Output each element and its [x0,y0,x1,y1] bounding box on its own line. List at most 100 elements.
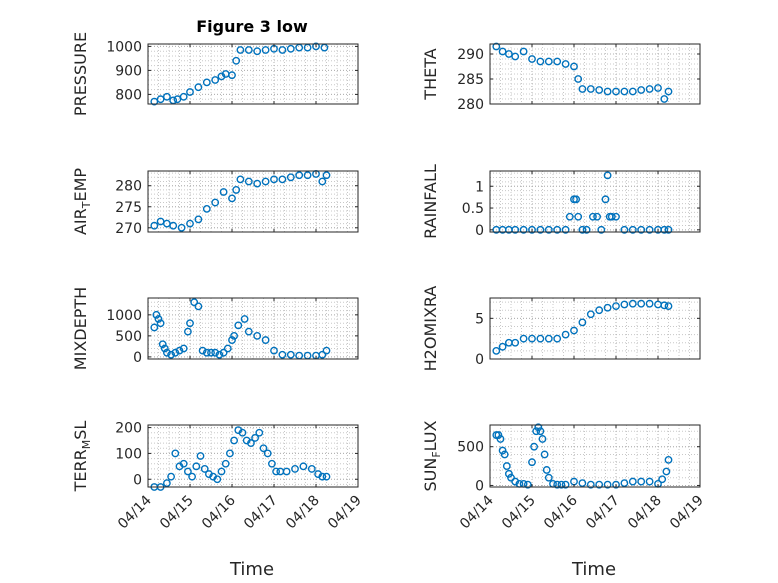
y-axis-label: SUNFLUX [421,420,443,491]
data-point [500,450,509,459]
data-point [637,299,646,308]
figure-title: Figure 3 low [196,17,308,36]
data-point [307,465,316,473]
data-point [603,87,612,96]
data-point [211,348,220,357]
data-point [150,97,159,106]
data-point [234,321,243,330]
data-point [603,303,612,312]
data-point [528,458,536,467]
data-point [664,225,673,234]
y-axis-label: TERRMSL [71,421,93,493]
data-point [553,480,562,489]
data-point [167,472,176,481]
data-point [179,92,188,101]
data-point [291,465,299,473]
x-tick-label: 04/16 [541,492,581,532]
x-tick-label: 04/16 [199,492,239,532]
data-point [578,318,587,327]
x-tick-label: 04/19 [325,493,365,533]
data-point [620,479,629,488]
data-point [561,60,570,68]
data-point [179,344,188,353]
y-tick-label: 1000 [106,39,142,55]
y-tick-label: 1 [475,179,484,195]
data-point [261,46,270,54]
data-point [530,442,538,451]
data-point [192,462,201,471]
panel-1: 800 900 1000 PRESSURE [71,32,359,116]
data-point [322,346,331,355]
data-point [578,479,587,488]
data-point [152,310,161,319]
series-markers [492,299,673,355]
y-tick-label: 900 [115,63,142,79]
y-tick-label: 5 [475,311,484,327]
data-point [578,85,587,93]
data-point [171,348,180,357]
y-axis-label: THETA [421,48,440,100]
panel-6: 0 5 H2OMIXRA [421,286,701,371]
data-point [523,480,532,489]
data-point [240,315,249,323]
data-point [202,348,211,357]
data-point [221,459,230,468]
data-point [200,465,209,473]
minor-grid [148,44,358,104]
data-point [620,225,629,234]
major-grid [148,44,358,104]
data-point [502,462,511,470]
data-point [162,92,171,101]
data-point [519,334,528,343]
data-point [504,50,513,58]
data-point [230,331,239,340]
data-point [270,175,278,184]
data-point [263,449,272,458]
data-point [595,480,604,489]
data-point [194,302,203,311]
major-grid [490,298,700,359]
data-point [561,480,570,489]
data-point [589,212,597,221]
data-point [303,171,312,180]
data-point [645,85,654,93]
data-point [658,475,667,484]
data-point [597,225,606,234]
data-point [196,452,205,460]
data-point [536,334,545,343]
panel-2: 280 285 290 THETA [421,42,701,113]
data-point [190,298,199,307]
panel-3: 270 275 280 AIRTEMP [71,168,359,237]
data-point [664,87,673,96]
data-point [492,346,501,355]
data-point [553,57,562,66]
x-tick-label: 04/19 [667,493,707,533]
y-tick-label: 800 [115,87,142,103]
major-grid [490,425,700,487]
data-point [211,198,220,207]
y-tick-label: 100 [115,446,142,462]
data-point [175,346,184,355]
data-point [660,95,669,103]
data-point [595,86,604,94]
data-point [156,319,165,328]
x-tick-label: 04/15 [499,493,539,533]
data-point [578,225,587,234]
x-axis-label-left: Time [229,559,274,580]
data-point [177,223,186,232]
data-point [544,225,553,234]
data-point [253,179,262,188]
data-point [536,427,545,436]
data-point [158,340,167,349]
data-point [267,459,276,468]
data-point [601,195,610,204]
data-point [230,436,239,445]
data-point [538,435,547,443]
data-point [565,212,574,221]
data-point [528,225,536,234]
y-axis-label: PRESSURE [71,32,90,116]
axes-box [489,170,701,233]
series-markers [492,42,673,103]
data-point [183,327,192,336]
